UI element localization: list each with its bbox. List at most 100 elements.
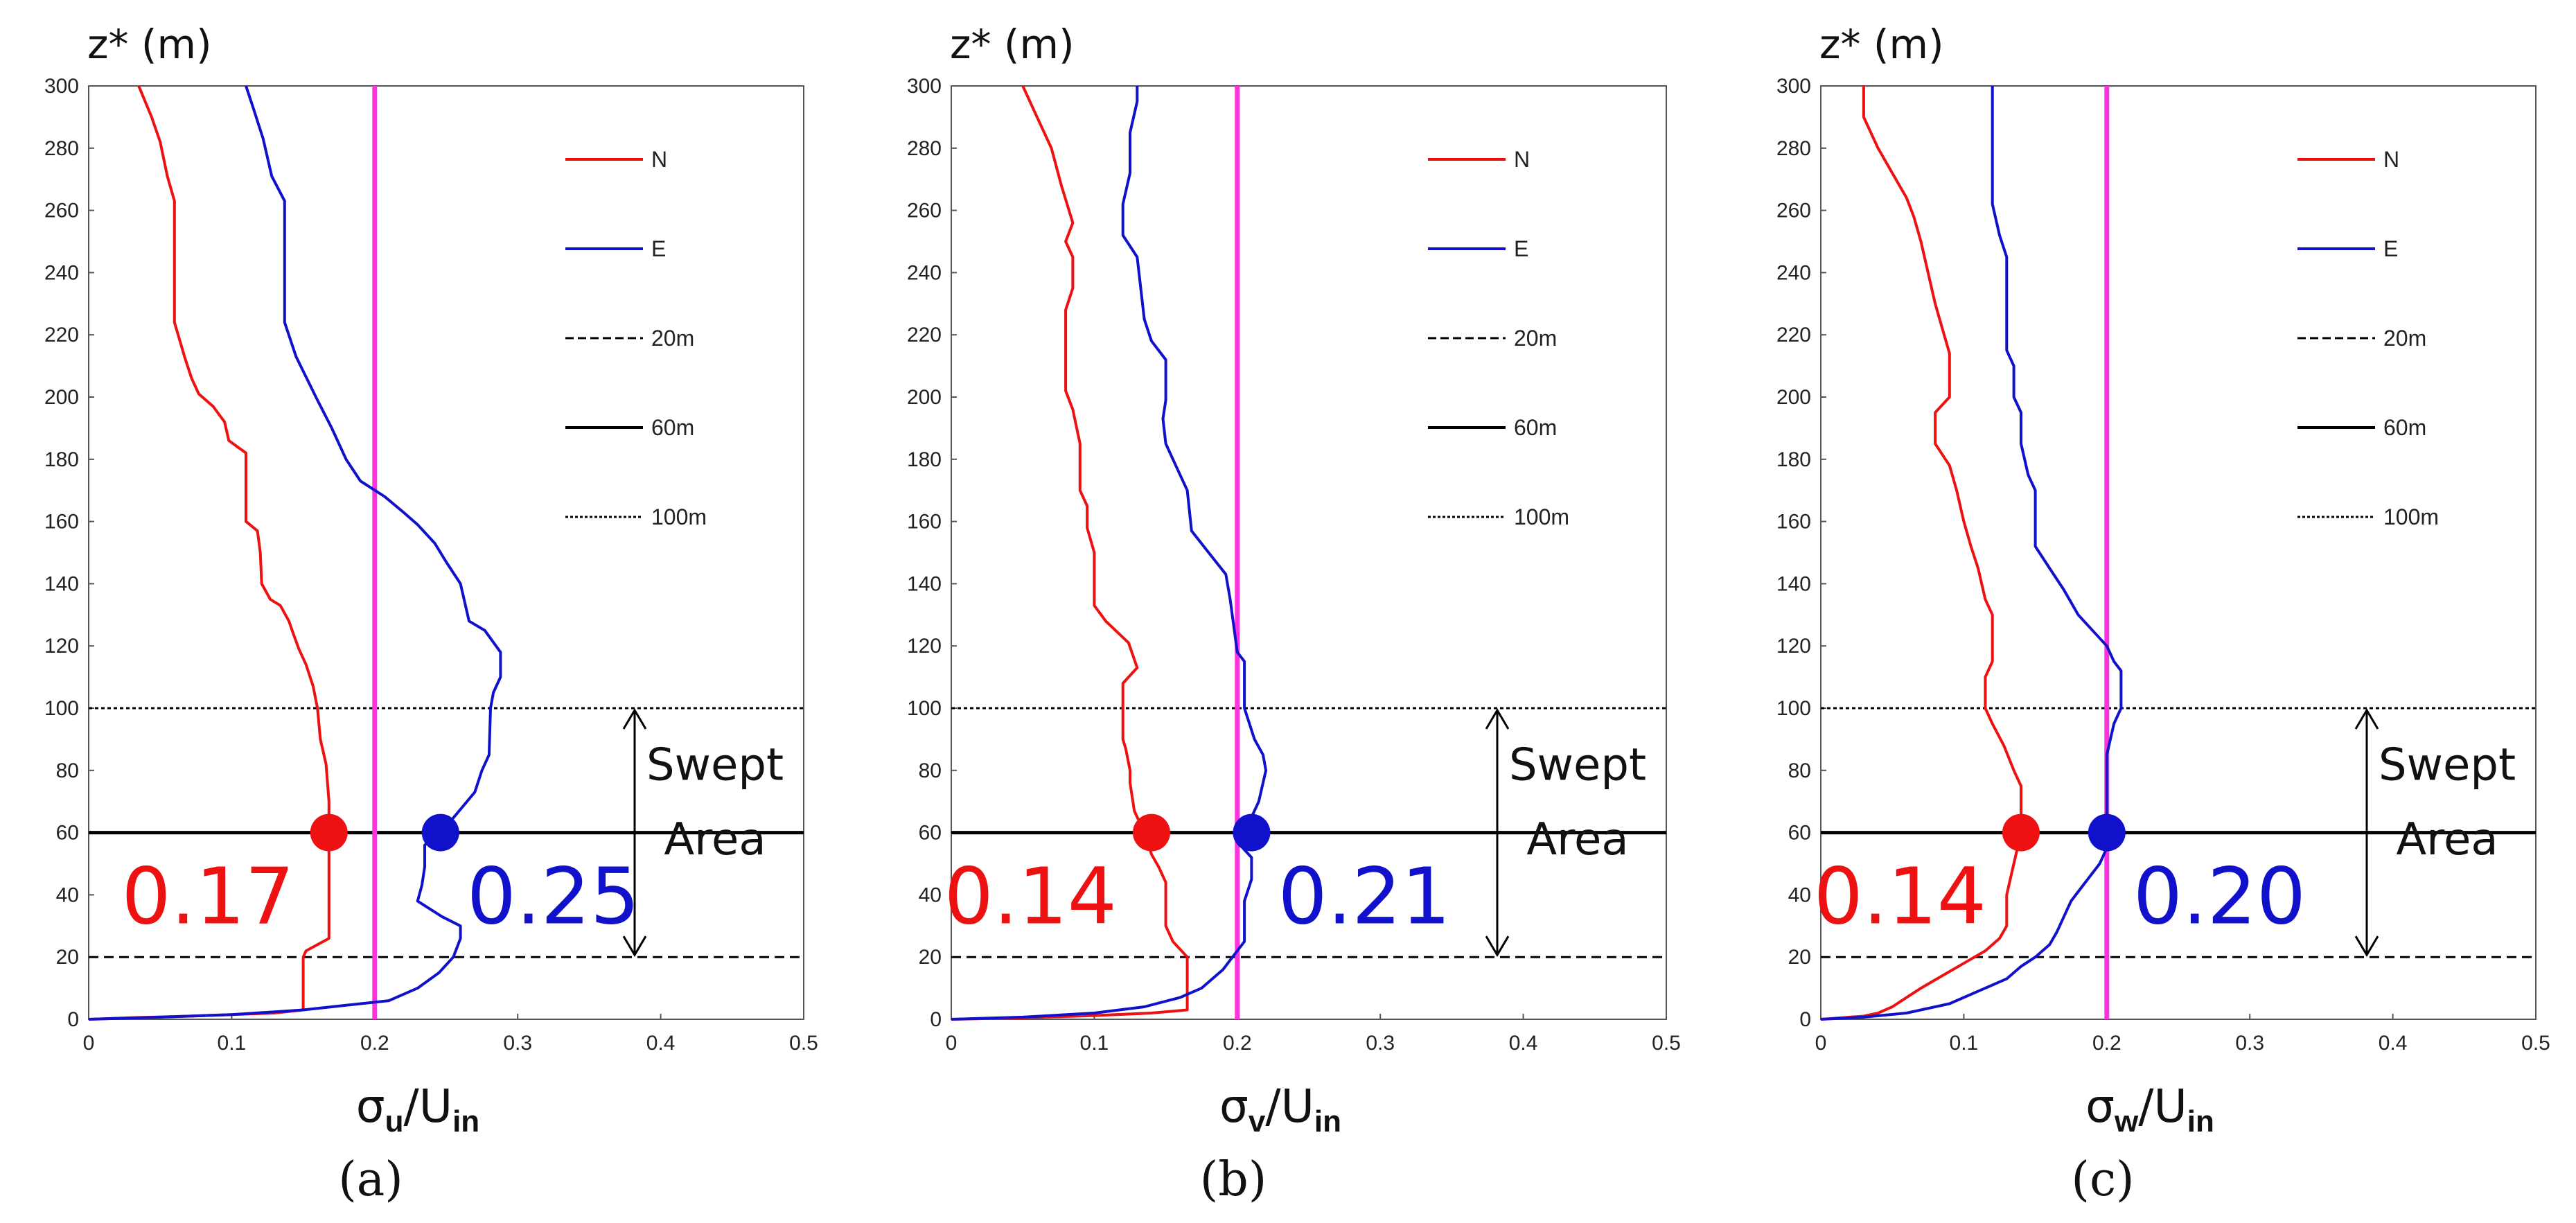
legend-label-N: N: [651, 147, 667, 172]
y-axis-title: z* (m): [1819, 21, 1944, 68]
legend-label-60m: 60m: [1514, 415, 1557, 440]
x-axis-title-sep: /U: [404, 1080, 453, 1133]
x-axis-title-main: σ: [1219, 1080, 1249, 1133]
panel-label: (a): [338, 1152, 403, 1207]
swept-area-arrowhead-top: [622, 708, 647, 730]
y-tick-label: 220: [907, 324, 942, 346]
swept-area-arrowhead-bottom: [2354, 935, 2379, 958]
y-tick-label: 100: [907, 697, 942, 720]
legend-label-E: E: [2383, 236, 2398, 261]
x-tick-label: 0.1: [1080, 1032, 1109, 1055]
marker-E: [2088, 813, 2126, 852]
y-tick-label: 100: [44, 697, 79, 720]
y-tick-label: 80: [919, 759, 942, 782]
x-tick-label: 0.1: [1950, 1032, 1979, 1055]
y-tick-label: 220: [44, 324, 79, 346]
y-tick-label: 180: [1776, 448, 1811, 471]
y-tick-label: 180: [907, 448, 942, 471]
value-callout-E: 0.20: [2133, 852, 2306, 942]
y-tick-label: 200: [44, 386, 79, 409]
panel-label: (b): [1200, 1152, 1267, 1207]
y-tick-label: 20: [919, 946, 942, 969]
y-tick-label: 120: [907, 635, 942, 658]
y-tick-label: 280: [1776, 137, 1811, 160]
legend-label-20m: 20m: [2383, 326, 2426, 351]
x-tick-label: 0: [83, 1032, 95, 1055]
y-tick-label: 60: [1788, 822, 1811, 845]
y-tick-label: 40: [919, 883, 942, 906]
x-tick-label: 0.3: [2235, 1032, 2264, 1055]
swept-area-arrowhead-top: [2354, 708, 2379, 730]
y-tick-label: 260: [44, 200, 79, 222]
value-callout-E: 0.25: [467, 852, 639, 942]
y-axis-title: z* (m): [87, 21, 212, 68]
plot-frame: [1820, 85, 2537, 1020]
x-tick-label: 0.3: [503, 1032, 532, 1055]
y-tick-label: 80: [56, 759, 79, 782]
marker-N: [2002, 813, 2040, 852]
swept-area-label-line2: Area: [2396, 814, 2498, 865]
marker-E: [1233, 813, 1271, 852]
x-tick-label: 0.3: [1366, 1032, 1395, 1055]
x-axis-title-sep: /U: [1265, 1080, 1314, 1133]
y-tick-label: 240: [44, 261, 79, 284]
y-tick-label: 100: [1776, 697, 1811, 720]
x-axis-title-sub: v: [1249, 1105, 1266, 1138]
x-axis-title: σu/Uin: [356, 1080, 479, 1138]
plot-frame: [951, 85, 1667, 1020]
legend-label-60m: 60m: [651, 415, 694, 440]
y-tick-label: 20: [56, 946, 79, 969]
x-tick-label: 0.4: [2379, 1032, 2408, 1055]
y-tick-label: 180: [44, 448, 79, 471]
x-tick-label: 0.2: [1223, 1032, 1252, 1055]
swept-area-label-line2: Area: [664, 814, 766, 865]
swept-area-label-line2: Area: [1526, 814, 1628, 865]
marker-E: [421, 813, 459, 852]
y-axis-title: z* (m): [950, 21, 1075, 68]
chart-panel-a: 0 20 40 60 80 100 120 140 160 180 200 220 240 260 280 3…: [44, 21, 818, 1207]
legend-label-100m: 100m: [651, 504, 707, 529]
series-line-N: [1820, 86, 2022, 1021]
value-callout-E: 0.21: [1278, 852, 1450, 942]
series-line-E: [951, 86, 1268, 1021]
y-tick-label: 60: [56, 822, 79, 845]
marker-N: [1132, 813, 1170, 852]
legend-label-E: E: [651, 236, 666, 261]
y-tick-label: 280: [44, 137, 79, 160]
x-axis-title: σw/Uin: [2085, 1080, 2214, 1138]
x-tick-label: 0.4: [646, 1032, 676, 1055]
y-tick-label: 160: [1776, 511, 1811, 534]
x-tick-label: 0: [946, 1032, 958, 1055]
swept-area-label-line1: Swept: [1509, 739, 1646, 791]
legend-label-E: E: [1514, 236, 1528, 261]
swept-area-label-line1: Swept: [646, 739, 784, 791]
y-tick-label: 0: [67, 1008, 79, 1031]
swept-area-arrowhead-bottom: [1485, 935, 1510, 958]
x-axis-title-sub2: in: [452, 1105, 479, 1138]
y-tick-label: 300: [1776, 75, 1811, 98]
x-tick-label: 0.5: [1652, 1032, 1681, 1055]
x-axis-title-sub2: in: [2187, 1105, 2214, 1138]
y-tick-label: 200: [907, 386, 942, 409]
y-tick-label: 40: [56, 883, 79, 906]
marker-N: [310, 813, 348, 852]
value-callout-N: 0.14: [944, 852, 1117, 942]
series-line-N: [951, 85, 1189, 1021]
series-line-N: [88, 85, 330, 1021]
x-axis-title-main: σ: [2085, 1080, 2115, 1133]
y-tick-label: 80: [1788, 759, 1811, 782]
x-tick-label: 0.5: [789, 1032, 818, 1055]
panel-label: (c): [2071, 1152, 2134, 1207]
series-line-E: [88, 85, 502, 1021]
swept-area-arrowhead-top: [1485, 708, 1510, 730]
value-callout-N: 0.14: [1814, 852, 1986, 942]
plot-frame: [88, 85, 804, 1020]
y-tick-label: 220: [1776, 324, 1811, 346]
y-tick-label: 260: [907, 200, 942, 222]
y-tick-label: 240: [907, 261, 942, 284]
y-tick-label: 280: [907, 137, 942, 160]
y-tick-label: 140: [44, 572, 79, 595]
chart-panel-c: 0 20 40 60 80 100 120 140 160 180 200 220 240 260 280 3…: [1776, 21, 2550, 1207]
chart-panel-b: 0 20 40 60 80 100 120 140 160 180 200 220 240 260 280 3…: [907, 21, 1681, 1207]
